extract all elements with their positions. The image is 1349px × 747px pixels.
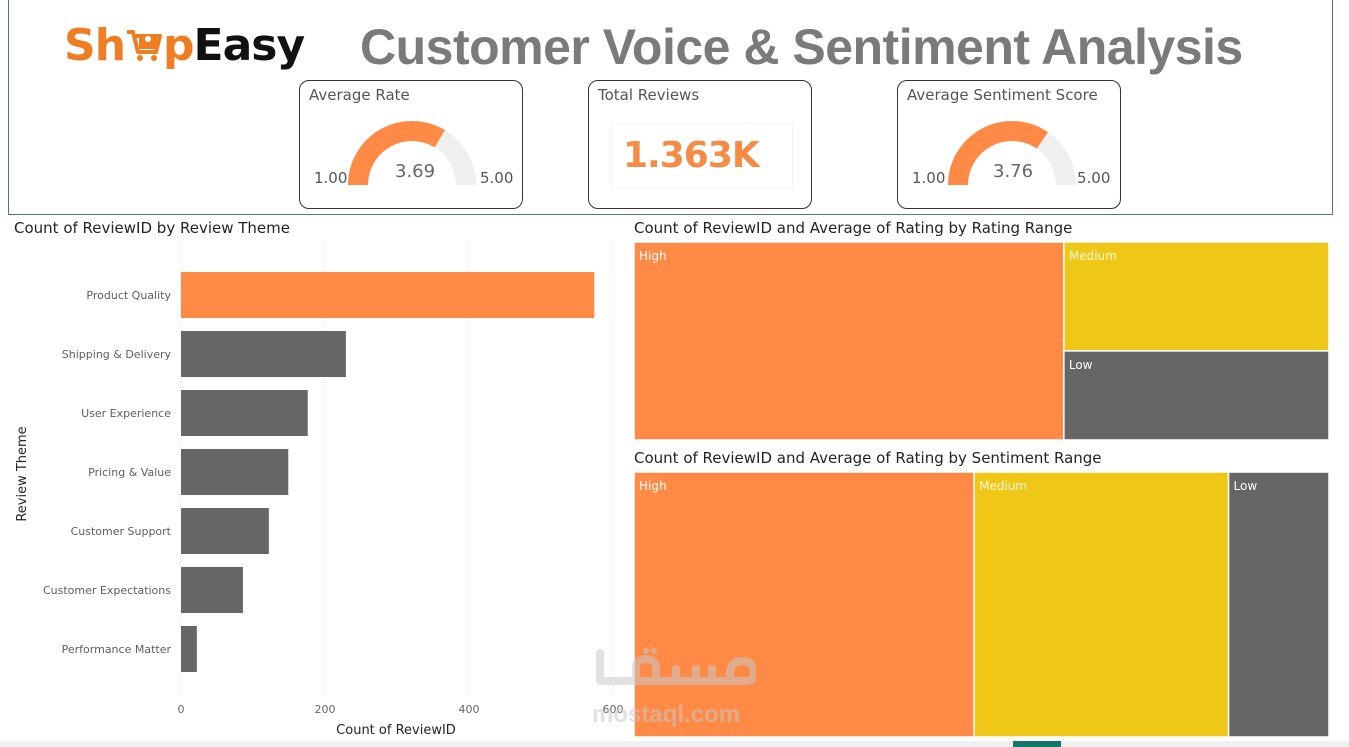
gauge-value-label: 3.69	[395, 161, 436, 182]
total-reviews-value: 1.363K	[623, 135, 760, 176]
logo-text-easy: Easy	[193, 20, 306, 71]
page-tab-strip	[0, 741, 1349, 747]
average-rate-card[interactable]: Average Rate 1.00 3.69 5.00	[299, 80, 523, 209]
bar[interactable]	[181, 508, 269, 554]
y-category-label: User Experience	[81, 407, 171, 420]
x-tick-label: 200	[315, 703, 336, 716]
treemap-tile[interactable]	[973, 471, 1230, 738]
chart-title: Count of ReviewID by Review Theme	[14, 219, 290, 237]
bar[interactable]	[181, 449, 289, 495]
gauge-max-label: 5.00	[1077, 169, 1111, 187]
page-tab-active[interactable]	[1013, 741, 1061, 747]
bar[interactable]	[181, 390, 308, 436]
rating-range-treemap[interactable]: Count of ReviewID and Average of Rating …	[628, 216, 1334, 444]
review-theme-bar-chart[interactable]: Count of ReviewID by Review Theme Produc…	[0, 216, 625, 742]
y-category-label: Customer Expectations	[43, 584, 171, 597]
average-sentiment-card[interactable]: Average Sentiment Score 1.00 3.76 5.00	[897, 80, 1121, 209]
treemap-tile-label: Medium	[1069, 249, 1117, 263]
y-category-label: Product Quality	[86, 289, 171, 302]
treemap-tile-label: High	[639, 249, 667, 263]
kpi-title: Total Reviews	[598, 86, 700, 104]
y-category-label: Shipping & Delivery	[62, 348, 172, 361]
treemap-svg: High Medium Low	[633, 471, 1330, 738]
treemap-tile[interactable]	[633, 241, 1065, 441]
y-category-label: Performance Matter	[62, 643, 172, 656]
kpi-title: Average Sentiment Score	[907, 86, 1098, 104]
treemap-tile-label: Low	[1234, 479, 1258, 493]
x-tick-label: 0	[178, 703, 185, 716]
bar[interactable]	[181, 626, 197, 672]
gauge-min-label: 1.00	[912, 169, 946, 187]
shopeasy-logo: Sh pEasy	[64, 18, 306, 74]
bar[interactable]	[181, 567, 243, 613]
chart-title: Count of ReviewID and Average of Rating …	[634, 449, 1102, 467]
chart-title: Count of ReviewID and Average of Rating …	[634, 219, 1073, 237]
x-axis-label: Count of ReviewID	[336, 723, 456, 738]
treemap-svg: High Medium Low	[633, 241, 1330, 441]
total-reviews-card[interactable]: Total Reviews 1.363K	[588, 80, 812, 209]
x-tick-label: 600	[603, 703, 624, 716]
treemap-tile-label: Low	[1069, 358, 1093, 372]
average-rate-gauge	[348, 121, 476, 186]
average-sentiment-gauge	[948, 121, 1076, 186]
treemap-tile[interactable]	[1063, 350, 1330, 441]
gauge-min-label: 1.00	[314, 169, 348, 187]
treemap-tile[interactable]	[1227, 471, 1330, 738]
bar[interactable]	[181, 331, 346, 377]
y-category-label: Pricing & Value	[88, 466, 171, 479]
logo-text-p: p	[163, 20, 194, 71]
kpi-title: Average Rate	[309, 86, 410, 104]
shopping-cart-icon	[127, 30, 163, 61]
treemap-tile-label: Medium	[979, 479, 1027, 493]
treemap-tile-label: High	[639, 479, 667, 493]
treemap-tile[interactable]	[633, 471, 975, 738]
gauge-fill	[348, 121, 446, 186]
gauge-value-label: 3.76	[993, 161, 1034, 182]
y-category-label: Customer Support	[71, 525, 172, 538]
gauge-fill	[948, 121, 1048, 186]
x-tick-label: 400	[459, 703, 480, 716]
bar-chart-svg: Product Quality Shipping & Delivery User E…	[15, 242, 624, 738]
y-axis-label: Review Theme	[15, 426, 30, 521]
treemap-tile[interactable]	[1063, 241, 1330, 352]
dashboard-title: Customer Voice & Sentiment Analysis	[360, 19, 1243, 75]
gauge-max-label: 5.00	[480, 169, 514, 187]
sentiment-range-treemap[interactable]: Count of ReviewID and Average of Rating …	[628, 446, 1334, 742]
value-container	[611, 123, 793, 189]
bar[interactable]	[181, 272, 595, 318]
logo-text-sh: Sh	[64, 20, 126, 71]
